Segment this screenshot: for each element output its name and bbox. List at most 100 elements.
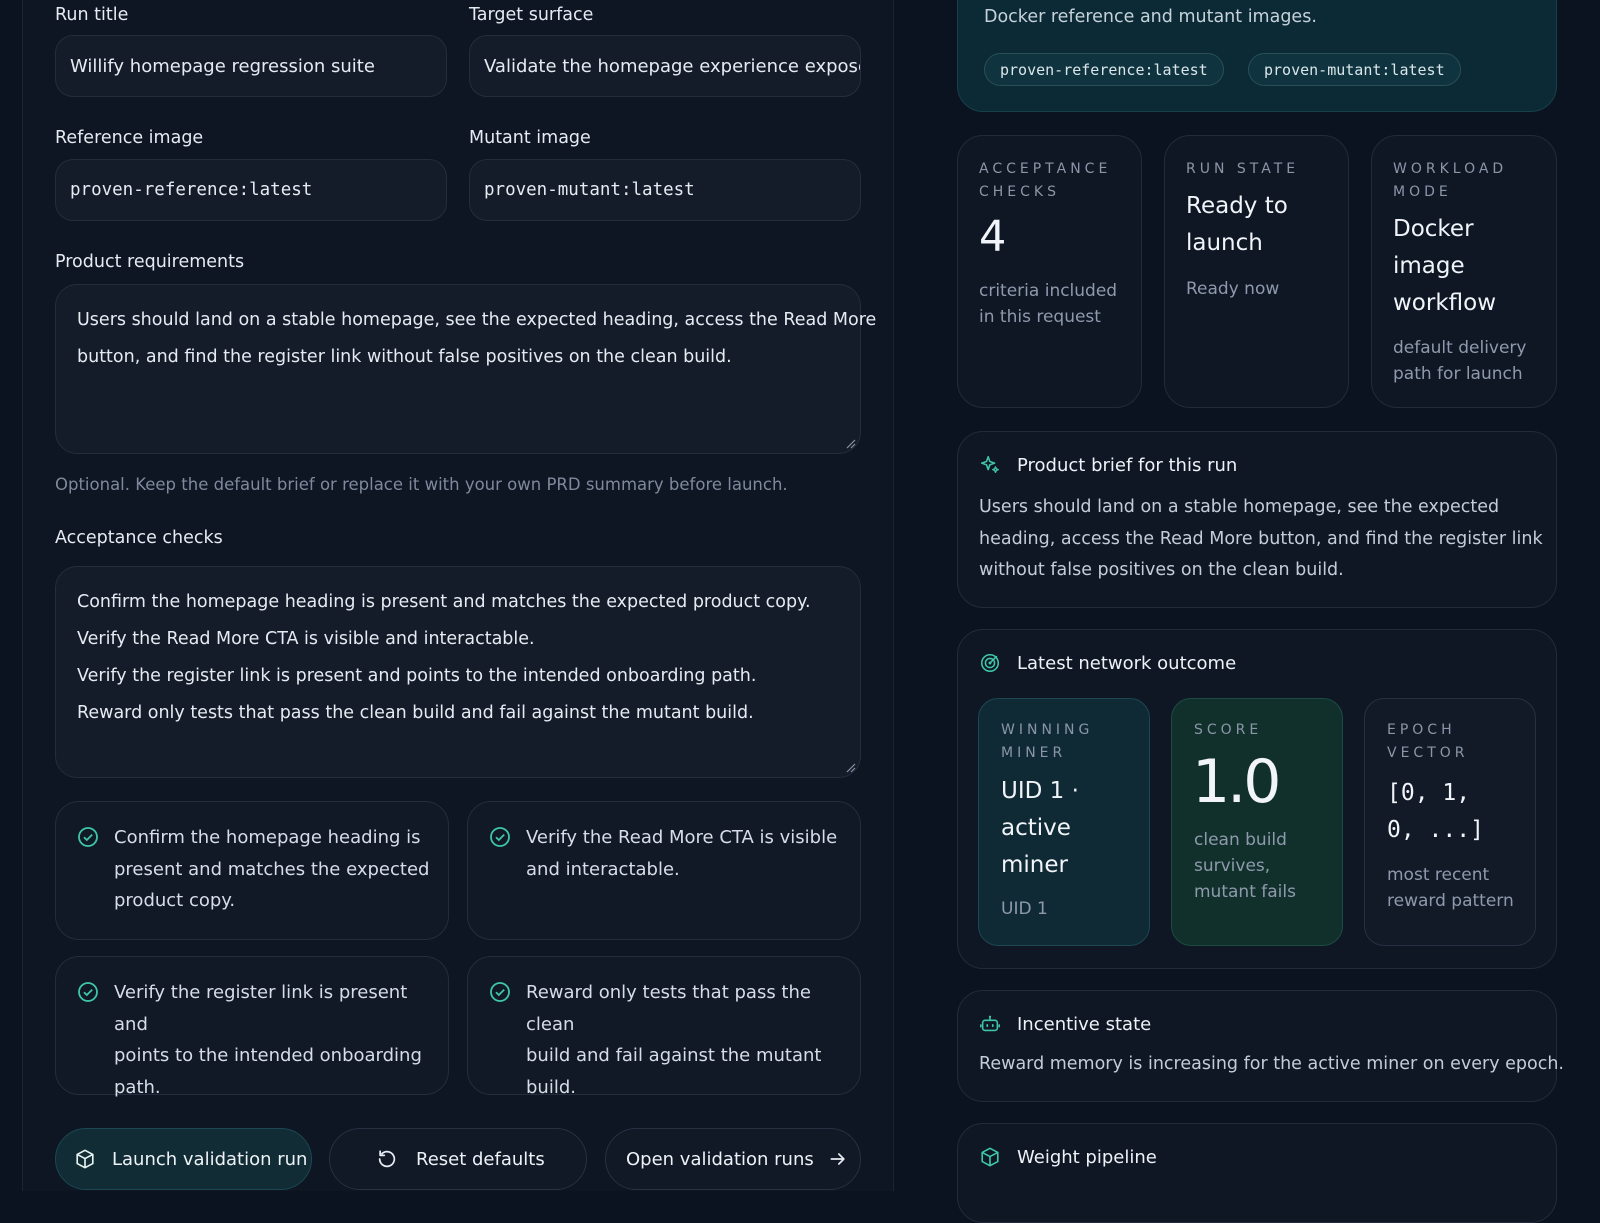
check-card: Verify the register link is present and … — [55, 956, 449, 1098]
launch-validation-run-button[interactable]: Launch validation run — [55, 1128, 312, 1190]
acceptance-count: 4 — [979, 212, 1007, 262]
resize-grip-icon[interactable] — [846, 439, 856, 449]
docker-images-card: Docker reference and mutant images. prov… — [957, 0, 1557, 112]
tile-eyebrow: EPOCH VECTOR — [1387, 719, 1469, 765]
network-outcome-title: Latest network outcome — [1017, 652, 1237, 674]
subtext-line: most recent — [1387, 865, 1490, 885]
check-card-text: Verify the register link is present and — [114, 982, 408, 1035]
product-brief-title: Product brief for this run — [1017, 454, 1238, 476]
subtext-line: criteria included — [979, 281, 1118, 301]
acceptance-checks-stat-card: ACCEPTANCE CHECKS 4 criteria included in… — [957, 135, 1142, 408]
reference-image-chip: proven-reference:latest — [984, 53, 1224, 86]
subtext-line: reward pattern — [1387, 891, 1514, 911]
check-circle-icon — [78, 827, 98, 847]
score-subtext: clean build survives, mutant fails — [1194, 827, 1296, 905]
incentive-state-header: Incentive state — [979, 1013, 1151, 1035]
brief-line: heading, access the Read More button, an… — [979, 528, 1543, 549]
incentive-state-text: Reward memory is increasing for the acti… — [979, 1054, 1564, 1074]
vector-line: [0, 1, — [1387, 780, 1471, 806]
run-title-input[interactable]: Willify homepage regression suite — [55, 35, 447, 97]
eyebrow-line: WINNING — [1001, 722, 1094, 738]
score-value: 1.0 — [1192, 747, 1281, 817]
title-line: launch — [1186, 230, 1263, 256]
check-card: Verify the Read More CTA is visible and … — [467, 801, 861, 940]
acceptance-checks-label: Acceptance checks — [55, 528, 223, 548]
requirements-line: Users should land on a stable homepage, … — [77, 310, 877, 330]
check-line: Verify the register link is present and … — [77, 666, 757, 686]
weight-pipeline-card: Weight pipeline — [957, 1123, 1557, 1223]
cube-icon — [981, 1147, 999, 1167]
stat-eyebrow: ACCEPTANCE CHECKS — [979, 158, 1111, 204]
brief-line: without false positives on the clean bui… — [979, 560, 1344, 580]
check-line: Verify the Read More CTA is visible and … — [77, 629, 535, 649]
subtext-line: clean build — [1194, 830, 1287, 850]
eyebrow-line: EPOCH — [1387, 722, 1456, 738]
run-title-label: Run title — [55, 5, 129, 25]
network-outcome-header: Latest network outcome — [979, 652, 1236, 674]
sparkles-icon — [980, 455, 999, 474]
target-surface-input[interactable]: Validate the homepage experience exposed — [469, 35, 861, 97]
check-card-text: build and fail against the mutant — [526, 1045, 822, 1066]
arrow-right-icon — [830, 1153, 845, 1165]
subtext-line: path for launch — [1393, 364, 1523, 384]
reset-defaults-button[interactable]: Reset defaults — [329, 1128, 587, 1190]
acceptance-checks-textarea[interactable]: Confirm the homepage heading is present … — [55, 566, 861, 778]
target-surface-label: Target surface — [469, 5, 594, 25]
vector-line: 0, ...] — [1387, 817, 1484, 843]
radar-icon — [980, 653, 1000, 673]
check-card: Reward only tests that pass the clean bu… — [467, 956, 861, 1098]
title-line: Docker — [1393, 216, 1474, 242]
score-tile: SCORE 1.0 clean build survives, mutant f… — [1171, 698, 1343, 946]
product-brief-card: Product brief for this run Users should … — [957, 431, 1557, 608]
epoch-vector-tile: EPOCH VECTOR [0, 1, 0, ...] most recent … — [1364, 698, 1536, 946]
stat-eyebrow: RUN STATE — [1186, 161, 1300, 177]
incentive-state-card: Incentive state Reward memory is increas… — [957, 990, 1564, 1102]
winning-miner-subtext: UID 1 — [1001, 899, 1048, 919]
check-card-text: and interactable. — [526, 858, 680, 880]
requirements-label: Product requirements — [55, 252, 245, 272]
winning-miner-title: UID 1 · active miner — [1001, 773, 1079, 884]
workload-mode-title: Docker image workflow — [1393, 211, 1496, 322]
docker-images-text: Docker reference and mutant images. — [984, 7, 1317, 27]
open-button-label: Open validation runs — [626, 1148, 814, 1170]
incentive-state-title: Incentive state — [1017, 1013, 1152, 1035]
robot-icon — [980, 1015, 1000, 1032]
run-form-panel: Run title Willify homepage regression su… — [22, 0, 894, 1191]
run-state-title: Ready to launch — [1186, 188, 1288, 262]
weight-pipeline-header: Weight pipeline — [979, 1146, 1157, 1168]
subtext-line: in this request — [979, 307, 1101, 327]
open-validation-runs-button[interactable]: Open validation runs — [605, 1128, 861, 1190]
mutant-image-input[interactable]: proven-mutant:latest — [469, 159, 861, 221]
tile-eyebrow: WINNING MINER — [1001, 719, 1093, 765]
weight-pipeline-title: Weight pipeline — [1017, 1146, 1157, 1168]
run-state-stat-card: RUN STATE Ready to launch Ready now — [1164, 135, 1349, 408]
check-card-text: Reward only tests that pass the clean — [526, 982, 811, 1035]
workload-mode-stat-card: WORKLOAD MODE Docker image workflow defa… — [1371, 135, 1557, 408]
resize-grip-icon[interactable] — [846, 763, 856, 773]
reference-image-input[interactable]: proven-reference:latest — [55, 159, 447, 221]
eyebrow-line: MINER — [1001, 745, 1067, 761]
stat-eyebrow: WORKLOAD MODE — [1393, 158, 1507, 204]
mutant-image-label: Mutant image — [469, 128, 591, 148]
epoch-vector-value: [0, 1, 0, ...] — [1387, 775, 1484, 849]
reset-icon — [378, 1150, 396, 1168]
check-card-text: build. — [526, 1076, 576, 1098]
brief-line: Users should land on a stable homepage, … — [979, 497, 1500, 517]
reference-image-label: Reference image — [55, 128, 204, 148]
check-circle-icon — [490, 827, 510, 847]
product-brief-header: Product brief for this run — [979, 454, 1237, 476]
check-circle-icon — [490, 982, 510, 1002]
requirements-line: button, and find the register link witho… — [77, 347, 732, 367]
eyebrow-line: ACCEPTANCE — [979, 161, 1112, 177]
title-line: image — [1393, 253, 1465, 279]
mutant-image-chip: proven-mutant:latest — [1248, 53, 1461, 86]
cube-icon — [76, 1149, 94, 1169]
check-circle-icon — [78, 982, 98, 1002]
winning-miner-tile: WINNING MINER UID 1 · active miner UID 1 — [978, 698, 1150, 946]
check-card: Confirm the homepage heading is present … — [55, 801, 449, 940]
subtext-line: survives, — [1194, 856, 1271, 876]
eyebrow-line: MODE — [1393, 184, 1452, 200]
eyebrow-line: VECTOR — [1387, 745, 1469, 761]
requirements-textarea[interactable]: Users should land on a stable homepage, … — [55, 284, 877, 454]
check-card-text: Verify the Read More CTA is visible — [526, 827, 838, 848]
